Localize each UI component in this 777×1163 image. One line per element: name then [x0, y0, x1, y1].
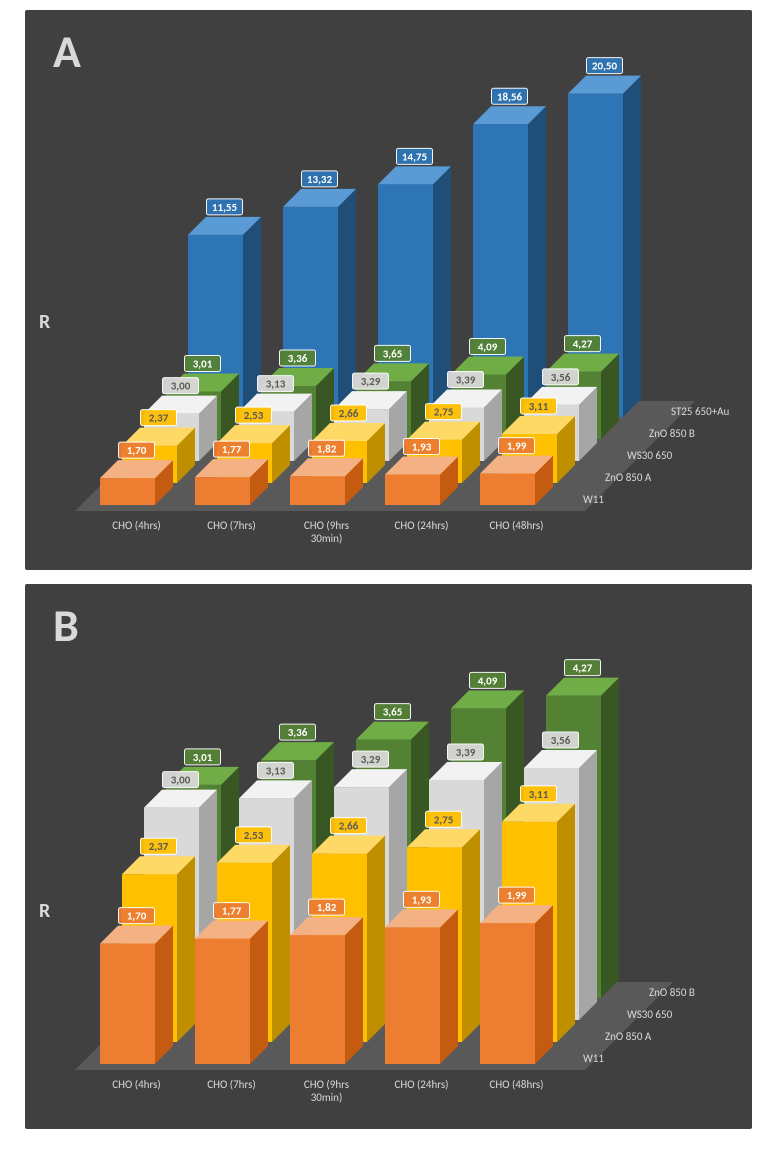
svg-text:30min): 30min) — [311, 1091, 343, 1104]
svg-text:2,53: 2,53 — [244, 829, 264, 842]
svg-text:3,13: 3,13 — [266, 764, 286, 777]
panel-letter-b: B — [53, 598, 79, 654]
svg-text:CHO (4hrs): CHO (4hrs) — [112, 519, 160, 532]
svg-text:W11: W11 — [583, 493, 604, 506]
svg-text:1,82: 1,82 — [317, 442, 337, 455]
svg-text:1,99: 1,99 — [507, 889, 527, 902]
svg-text:ZnO 850 A: ZnO 850 A — [605, 1030, 652, 1043]
svg-text:2,66: 2,66 — [339, 407, 359, 420]
svg-text:3,00: 3,00 — [171, 774, 191, 787]
svg-text:CHO (7hrs): CHO (7hrs) — [207, 1078, 255, 1091]
svg-text:ST25 650+Au: ST25 650+Au — [671, 405, 730, 418]
svg-text:2,53: 2,53 — [244, 409, 264, 422]
svg-text:WS30 650: WS30 650 — [627, 449, 673, 462]
svg-text:3,00: 3,00 — [171, 380, 191, 393]
svg-text:W11: W11 — [583, 1052, 604, 1065]
svg-text:2,75: 2,75 — [434, 406, 454, 419]
svg-text:2,37: 2,37 — [149, 412, 169, 425]
panel-letter-a: A — [53, 24, 81, 80]
chart-panel-a: A R 11,55 13,32 14,75 18,56 20,50 ST25 650+Au… — [25, 10, 752, 570]
chart-a-svg: 11,55 13,32 14,75 18,56 20,50 ST25 650+Au 3,01… — [25, 10, 752, 570]
svg-text:1,93: 1,93 — [412, 441, 432, 454]
svg-text:1,99: 1,99 — [507, 440, 527, 453]
svg-text:3,56: 3,56 — [551, 734, 571, 747]
svg-text:3,56: 3,56 — [551, 371, 571, 384]
svg-text:3,65: 3,65 — [383, 347, 403, 360]
svg-text:3,65: 3,65 — [383, 706, 403, 719]
svg-text:ZnO 850 B: ZnO 850 B — [649, 427, 695, 440]
svg-text:WS30 650: WS30 650 — [627, 1008, 673, 1021]
svg-text:3,01: 3,01 — [193, 751, 213, 764]
svg-text:CHO (9hrs: CHO (9hrs — [304, 1078, 349, 1091]
svg-text:30min): 30min) — [311, 532, 343, 545]
svg-text:CHO (24hrs): CHO (24hrs) — [394, 1078, 448, 1091]
svg-text:4,09: 4,09 — [478, 674, 498, 687]
svg-text:1,70: 1,70 — [127, 444, 147, 457]
svg-text:13,32: 13,32 — [307, 173, 333, 186]
axis-label-a: R — [39, 310, 50, 334]
svg-text:4,09: 4,09 — [478, 340, 498, 353]
chart-b-svg: 3,01 3,36 3,65 4,09 4,27 ZnO 850 B 3,00 3,13 3,2… — [25, 584, 752, 1129]
axis-label-b: R — [39, 899, 50, 923]
svg-text:3,29: 3,29 — [361, 753, 381, 766]
svg-text:3,39: 3,39 — [456, 374, 476, 387]
svg-text:4,27: 4,27 — [573, 662, 593, 675]
svg-text:ZnO 850 A: ZnO 850 A — [605, 471, 652, 484]
svg-text:CHO (48hrs): CHO (48hrs) — [489, 519, 543, 532]
svg-text:3,13: 3,13 — [266, 378, 286, 391]
svg-text:CHO (48hrs): CHO (48hrs) — [489, 1078, 543, 1091]
svg-text:2,75: 2,75 — [434, 813, 454, 826]
svg-text:1,70: 1,70 — [127, 910, 147, 923]
svg-text:2,66: 2,66 — [339, 820, 359, 833]
svg-text:ZnO 850 B: ZnO 850 B — [649, 986, 695, 999]
svg-text:3,11: 3,11 — [529, 400, 549, 413]
svg-text:2,37: 2,37 — [149, 840, 169, 853]
chart-panel-b: B R 3,01 3,36 3,65 4,09 4,27 ZnO 850 B 3,00 3,1… — [25, 584, 752, 1129]
svg-text:CHO (9hrs: CHO (9hrs — [304, 519, 349, 532]
svg-text:3,36: 3,36 — [288, 352, 308, 365]
svg-text:3,39: 3,39 — [456, 746, 476, 759]
svg-text:18,56: 18,56 — [497, 90, 523, 103]
svg-text:CHO (7hrs): CHO (7hrs) — [207, 519, 255, 532]
svg-text:20,50: 20,50 — [592, 60, 618, 73]
svg-text:CHO (24hrs): CHO (24hrs) — [394, 519, 448, 532]
svg-text:11,55: 11,55 — [212, 201, 238, 214]
svg-text:1,82: 1,82 — [317, 901, 337, 914]
svg-text:3,29: 3,29 — [361, 375, 381, 388]
svg-text:14,75: 14,75 — [402, 150, 428, 163]
svg-text:1,77: 1,77 — [222, 905, 242, 918]
svg-text:1,93: 1,93 — [412, 893, 432, 906]
svg-text:4,27: 4,27 — [573, 338, 593, 351]
svg-text:CHO (4hrs): CHO (4hrs) — [112, 1078, 160, 1091]
svg-text:3,11: 3,11 — [529, 788, 549, 801]
svg-text:1,77: 1,77 — [222, 443, 242, 456]
svg-text:3,01: 3,01 — [193, 358, 213, 371]
svg-text:3,36: 3,36 — [288, 726, 308, 739]
